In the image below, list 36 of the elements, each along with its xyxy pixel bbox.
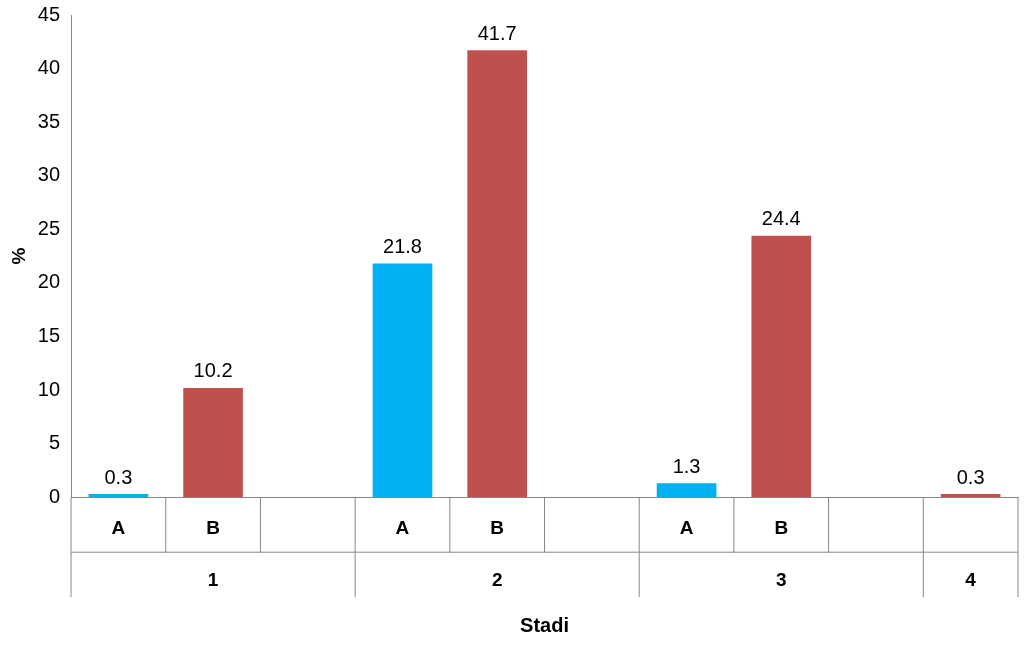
data-label: 0.3 xyxy=(956,465,985,488)
x-tick-label: B xyxy=(490,516,505,538)
bar xyxy=(656,483,717,498)
y-tick-label: 30 xyxy=(37,163,61,186)
data-label: 24.4 xyxy=(761,207,801,230)
text: 2 xyxy=(491,569,503,591)
y-tick-label: 45 xyxy=(37,2,61,25)
bar xyxy=(467,50,527,498)
x-tick-label: A xyxy=(679,516,694,538)
y-tick-label: 15 xyxy=(37,323,61,346)
bar xyxy=(751,235,812,498)
text: 3 xyxy=(775,569,787,591)
text: 4 xyxy=(965,569,977,591)
data-label: 41.7 xyxy=(477,21,517,44)
bar xyxy=(88,493,149,498)
y-tick-label: 0 xyxy=(48,484,61,507)
bar xyxy=(372,263,433,498)
x-tick-label: A xyxy=(395,516,410,538)
x-tick-label: B xyxy=(774,516,789,538)
y-tick-label: 20 xyxy=(37,270,61,293)
bar xyxy=(940,493,1001,498)
x-axis-title: Stadi xyxy=(520,613,569,636)
data-label: 21.8 xyxy=(383,235,422,258)
text: 1 xyxy=(207,569,219,591)
y-tick-label: 5 xyxy=(48,431,61,454)
y-tick-label: 35 xyxy=(37,109,61,132)
data-label: 10.2 xyxy=(193,359,233,382)
x-tick-label: B xyxy=(206,516,220,538)
y-tick-label: 40 xyxy=(37,56,61,79)
bar xyxy=(183,387,243,498)
x-tick-label: A xyxy=(111,516,126,538)
y-tick-label: 25 xyxy=(37,216,61,239)
data-label: 0.3 xyxy=(104,465,133,488)
y-tick-label: 10 xyxy=(37,377,61,400)
data-label: 1.3 xyxy=(672,454,701,477)
y-axis-title: % xyxy=(7,247,29,265)
